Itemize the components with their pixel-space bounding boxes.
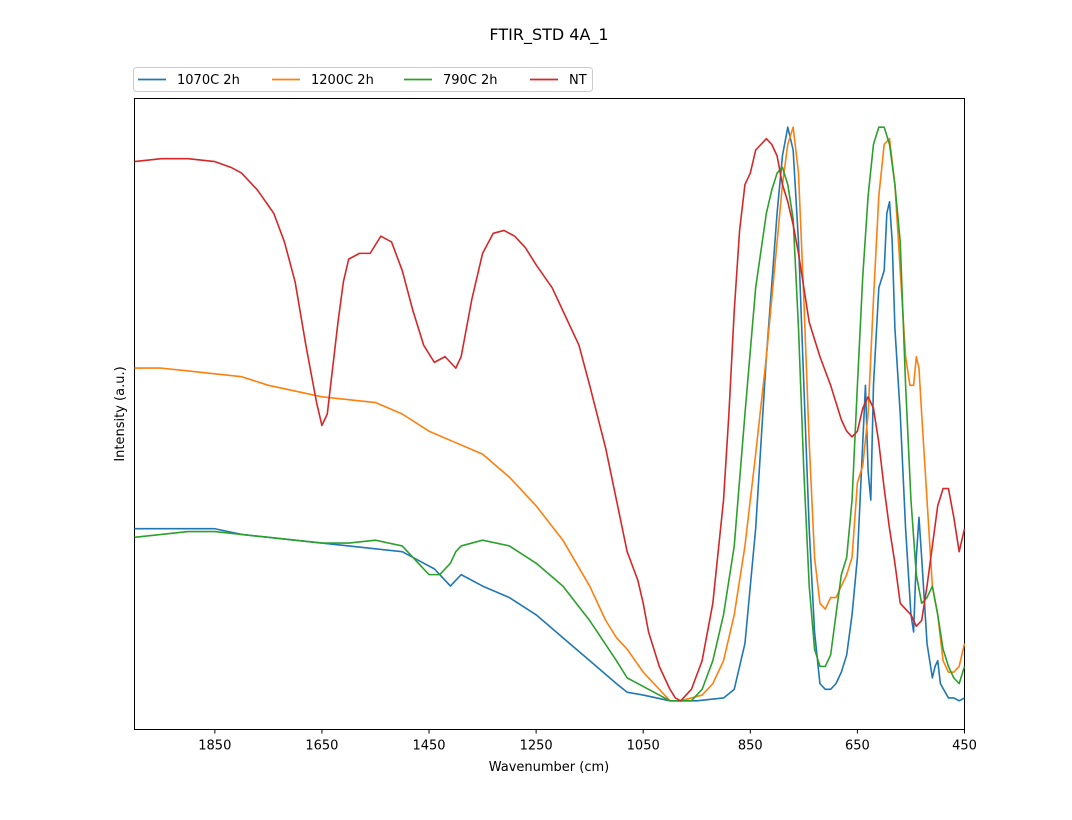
series-group: [134, 126, 966, 702]
x-tick-label: 850: [738, 739, 763, 754]
series-line-4: [134, 137, 966, 702]
x-axis-label: Wavenumber (cm): [489, 760, 610, 775]
series-line-2: [134, 126, 966, 702]
x-tick-label: 1850: [198, 739, 231, 754]
legend: 1070C 2h 1200C 2h 790C 2h NT: [133, 67, 593, 92]
x-tick-label: 1250: [520, 739, 553, 754]
legend-label-2: 1200C 2h: [311, 73, 374, 88]
x-tick-label: 450: [952, 739, 977, 754]
x-tick-label: 1050: [627, 739, 660, 754]
series-line-1: [134, 126, 965, 702]
legend-label-4: NT: [569, 73, 587, 88]
y-axis-label: Intensity (a.u.): [113, 366, 128, 461]
series-line-3: [134, 126, 966, 702]
chart-title: FTIR_STD 4A_1: [489, 25, 608, 45]
x-tick-label: 650: [845, 739, 870, 754]
legend-label-3: 790C 2h: [443, 73, 498, 88]
x-axis: 1850 1650 1450 1250 1050 850 650 450: [198, 729, 977, 754]
legend-box: [133, 67, 593, 92]
legend-label-1: 1070C 2h: [177, 73, 240, 88]
x-tick-label: 1650: [305, 739, 338, 754]
x-tick-label: 1450: [412, 739, 445, 754]
plot-frame: [134, 98, 965, 730]
